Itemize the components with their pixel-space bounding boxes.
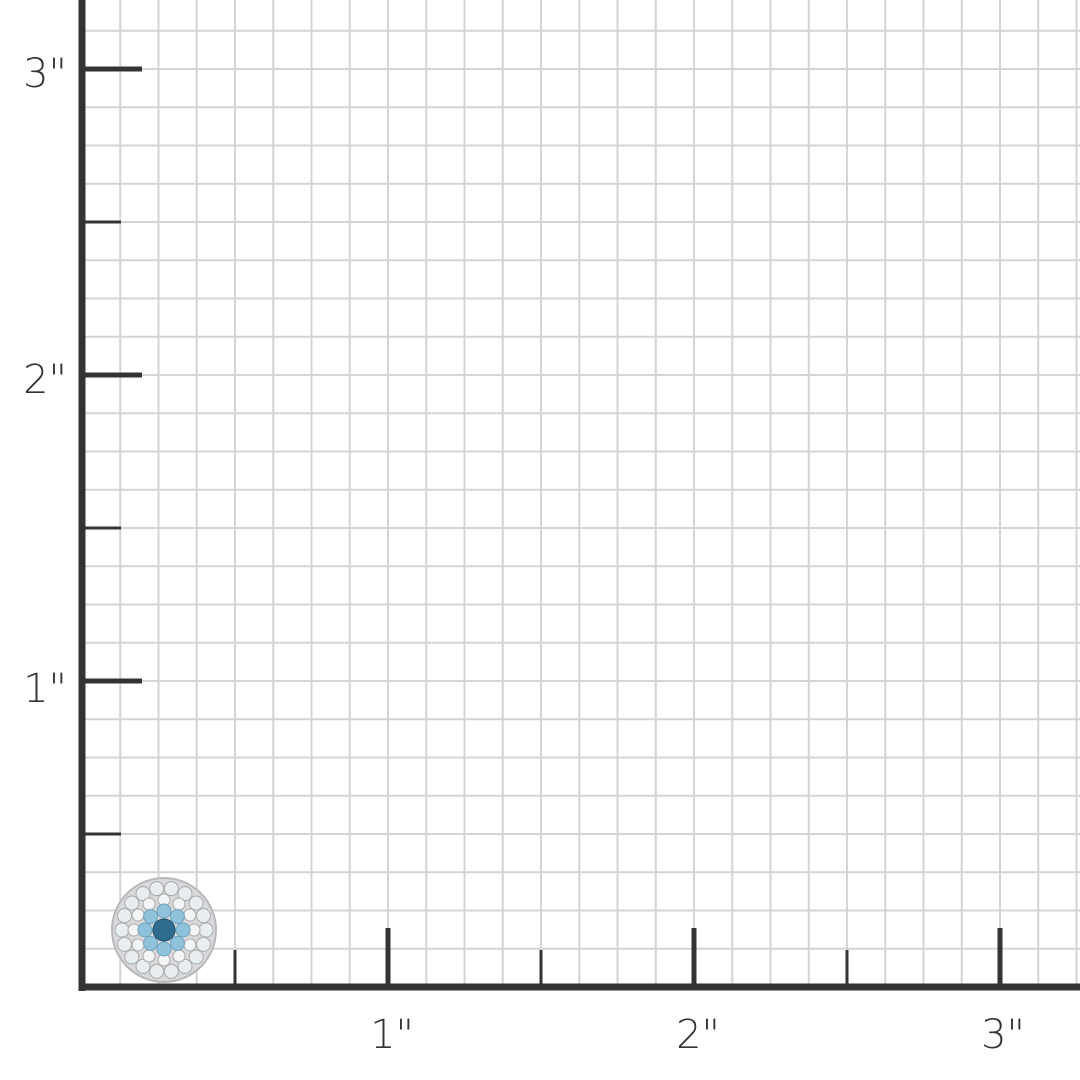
outer-stone	[163, 963, 179, 979]
mid-stone	[131, 938, 145, 952]
outer-stone	[195, 908, 211, 924]
inner-blue-stone	[175, 922, 191, 938]
outer-stone	[114, 922, 130, 938]
axes	[78, 0, 1080, 991]
mid-stone	[183, 938, 197, 952]
y-label-1in: 1"	[23, 666, 67, 712]
mid-stone	[183, 908, 197, 922]
outer-stone	[149, 881, 165, 897]
outer-stone	[117, 908, 133, 924]
earring-image	[111, 877, 217, 983]
x-label-3in: 3"	[981, 1012, 1025, 1058]
outer-stone	[177, 886, 193, 902]
center-stone	[152, 918, 176, 942]
inner-blue-stone	[169, 935, 185, 951]
mid-stone	[172, 949, 186, 963]
axis-labels: 1" 2" 3" 1" 2" 3"	[23, 51, 1025, 1058]
outer-stone	[135, 958, 151, 974]
inner-blue-stone	[137, 922, 153, 938]
outer-stone	[188, 949, 204, 965]
inner-blue-stone	[156, 903, 172, 919]
outer-stone	[198, 922, 214, 938]
outer-stone	[188, 895, 204, 911]
mid-stone	[131, 908, 145, 922]
mid-stone	[142, 897, 156, 911]
mid-stone	[172, 897, 186, 911]
outer-stone	[195, 936, 211, 952]
grid-lines	[82, 0, 1080, 987]
outer-stone	[124, 895, 140, 911]
y-label-2in: 2"	[23, 357, 67, 403]
outer-stone	[135, 886, 151, 902]
outer-stone	[149, 963, 165, 979]
y-label-3in: 3"	[23, 51, 67, 97]
inner-blue-stone	[156, 941, 172, 957]
outer-stone	[163, 881, 179, 897]
outer-stone	[124, 949, 140, 965]
x-label-2in: 2"	[676, 1012, 720, 1058]
mid-stone	[142, 949, 156, 963]
x-label-1in: 1"	[370, 1012, 414, 1058]
inner-blue-stone	[143, 909, 159, 925]
outer-stone	[177, 958, 193, 974]
inner-blue-stone	[169, 909, 185, 925]
inner-blue-stone	[143, 935, 159, 951]
outer-stone	[117, 936, 133, 952]
